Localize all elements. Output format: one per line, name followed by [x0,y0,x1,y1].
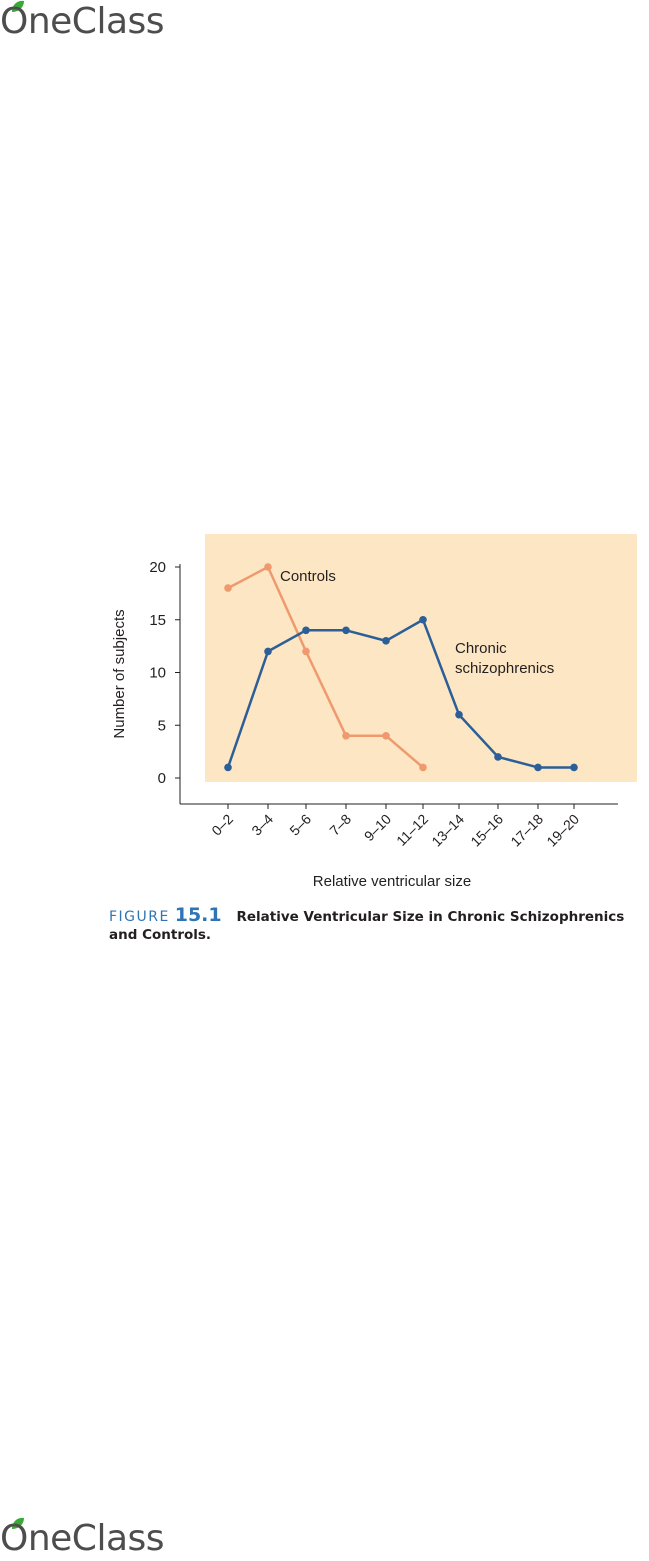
data-point-controls [342,732,350,740]
figure-number: 15.1 [174,904,222,926]
data-point-chronic-schizophrenics [302,626,310,635]
y-tick-label: 15 [149,612,166,629]
data-point-controls [224,584,232,592]
x-tick-label: 9–10 [361,811,394,844]
x-tick-label: 5–6 [286,811,314,839]
annotation-schizophrenics: schizophrenics [455,660,554,677]
header-logo: OneClass [0,0,200,44]
figure-label: FIGURE [109,909,170,925]
x-tick-label: 7–8 [326,811,354,839]
series-line-chronic-schizophrenics [226,618,574,769]
data-point-controls [302,647,310,656]
data-point-chronic-schizophrenics [455,710,463,719]
figure-caption-text: Relative Ventricular Size in Chronic Sch… [109,909,625,943]
data-point-chronic-schizophrenics [342,626,350,635]
data-point-chronic-schizophrenics [534,763,542,772]
leaf-icon [12,0,24,12]
logo-text: OneClass [0,1518,165,1559]
y-tick-label: 20 [149,559,166,576]
leaf-icon [12,1517,24,1529]
logo-text: OneClass [0,1,165,42]
chart-background-panel [205,534,637,782]
x-tick-label: 0–2 [208,811,236,839]
x-tick-label: 11–12 [393,811,431,849]
data-point-chronic-schizophrenics [224,763,232,772]
figure-caption: FIGURE 15.1 Relative Ventricular Size in… [109,906,639,944]
data-point-chronic-schizophrenics [570,763,578,772]
data-point-chronic-schizophrenics [494,753,502,761]
data-point-chronic-schizophrenics [382,637,390,645]
x-tick-label: 15–16 [467,811,506,850]
x-tick-label: 19–20 [543,811,582,850]
data-point-chronic-schizophrenics [264,647,272,656]
y-tick-label: 10 [149,665,166,682]
series-line-controls [227,565,424,769]
data-point-chronic-schizophrenics [419,615,427,624]
y-tick-label: 5 [158,717,166,734]
data-point-controls [419,763,427,772]
annotation-chronic: Chronic [455,640,507,657]
y-axis-label: Number of subjects [111,609,128,738]
y-tick-label: 0 [158,770,166,787]
x-tick-label: 13–14 [428,811,467,850]
footer-logo: OneClass [0,1517,200,1561]
x-tick-label: 17–18 [507,811,546,850]
x-axis-label: Relative ventricular size [313,873,471,890]
x-tick-label: 3–4 [248,811,276,839]
data-point-controls [382,732,390,740]
data-point-controls [264,563,272,571]
annotation-controls: Controls [280,568,336,585]
